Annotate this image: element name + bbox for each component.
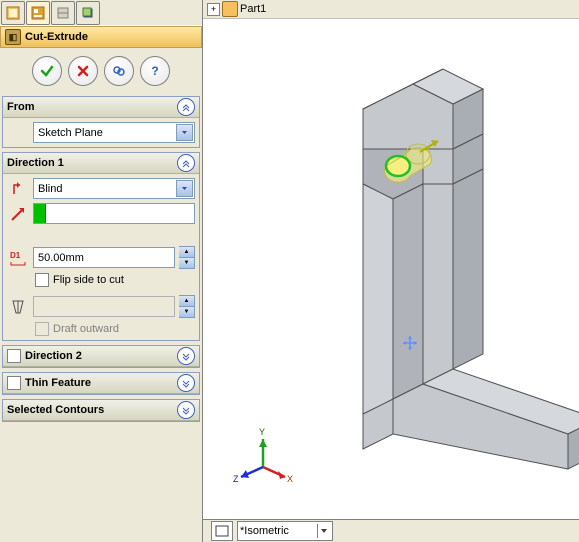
cancel-button[interactable] [68, 56, 98, 86]
ok-button[interactable] [32, 56, 62, 86]
group-from: From Sketch Plane [2, 96, 200, 148]
cut-extrude-icon: ◧ [5, 29, 21, 45]
draft-button[interactable] [7, 298, 29, 316]
flyout-tree-header: + Part1 [203, 0, 579, 19]
chevron-down-icon [176, 180, 193, 197]
draft-spin-up: ▲ [179, 296, 194, 306]
group-from-label: From [7, 101, 35, 113]
tab-property-manager[interactable] [26, 1, 50, 25]
depth-spin-up[interactable]: ▲ [179, 247, 194, 257]
feature-title-bar: ◧ Cut-Extrude [0, 26, 202, 48]
group-direction2: Direction 2 [2, 345, 200, 368]
orientation-triad: X Y Z [233, 427, 293, 487]
depth-spinner: ▲ ▼ [179, 246, 195, 269]
group-contours-header[interactable]: Selected Contours [3, 400, 199, 421]
group-selected-contours: Selected Contours [2, 399, 200, 422]
svg-text:Z: Z [233, 474, 239, 484]
tree-root-label: Part1 [240, 3, 266, 15]
direction-vector-icon[interactable] [7, 205, 29, 223]
single-view-button[interactable] [211, 521, 233, 541]
draft-outward-checkbox [35, 322, 49, 336]
group-direction1-label: Direction 1 [7, 157, 64, 169]
tab-configurations[interactable] [51, 1, 75, 25]
model-render [203, 19, 579, 497]
depth-icon: D1 [7, 249, 29, 267]
collapse-icon [177, 98, 195, 116]
draft-spinner: ▲ ▼ [179, 295, 195, 318]
direction-color-swatch [34, 204, 46, 223]
chevron-down-icon [317, 524, 330, 538]
group-direction2-header[interactable]: Direction 2 [3, 346, 199, 367]
draft-spin-down: ▼ [179, 306, 194, 317]
help-button[interactable]: ? [140, 56, 170, 86]
depth-input[interactable]: 50.00mm [33, 247, 175, 268]
from-select[interactable]: Sketch Plane [33, 122, 195, 143]
direction-vector-field[interactable] [33, 203, 195, 224]
feature-title: Cut-Extrude [25, 31, 88, 43]
reverse-direction-button[interactable] [7, 180, 29, 198]
group-from-header[interactable]: From [3, 97, 199, 118]
view-orientation-select[interactable]: *Isometric [237, 521, 333, 541]
from-value: Sketch Plane [38, 127, 103, 139]
group-direction1: Direction 1 Blind [2, 152, 200, 341]
group-thin-feature: Thin Feature [2, 372, 200, 395]
tab-feature-tree[interactable] [1, 1, 25, 25]
expand-icon [177, 347, 195, 365]
flip-side-checkbox[interactable] [35, 273, 49, 287]
group-thin-header[interactable]: Thin Feature [3, 373, 199, 394]
group-contours-label: Selected Contours [7, 404, 104, 416]
group-direction1-header[interactable]: Direction 1 [3, 153, 199, 174]
svg-text:Y: Y [259, 427, 265, 437]
flip-side-label: Flip side to cut [53, 274, 124, 286]
graphics-viewport[interactable]: X Y Z [203, 19, 579, 519]
part-icon [222, 1, 238, 17]
group-thin-label: Thin Feature [25, 377, 91, 389]
svg-text:X: X [287, 474, 293, 484]
group-direction2-label: Direction 2 [25, 350, 82, 362]
view-status-bar: *Isometric [203, 519, 579, 542]
thin-enable-checkbox[interactable] [7, 376, 21, 390]
depth-spin-down[interactable]: ▼ [179, 257, 194, 268]
svg-text:?: ? [151, 64, 158, 78]
collapse-icon [177, 154, 195, 172]
end-condition-select[interactable]: Blind [33, 178, 195, 199]
flip-side-row[interactable]: Flip side to cut [7, 273, 195, 287]
confirm-button-row: ? [0, 48, 202, 94]
view-orientation-value: *Isometric [240, 525, 289, 537]
panel-tab-strip [0, 0, 202, 26]
expand-icon [177, 374, 195, 392]
expand-icon [177, 401, 195, 419]
draft-outward-label: Draft outward [53, 323, 119, 335]
end-condition-value: Blind [38, 183, 62, 195]
direction2-enable-checkbox[interactable] [7, 349, 21, 363]
detailed-preview-button[interactable] [104, 56, 134, 86]
chevron-down-icon [176, 124, 193, 141]
depth-value: 50.00mm [38, 252, 84, 264]
tree-expand-toggle[interactable]: + [207, 3, 220, 16]
tab-render[interactable] [76, 1, 100, 25]
draft-outward-row: Draft outward [7, 322, 195, 336]
draft-angle-input [33, 296, 175, 317]
svg-text:D1: D1 [10, 251, 21, 260]
